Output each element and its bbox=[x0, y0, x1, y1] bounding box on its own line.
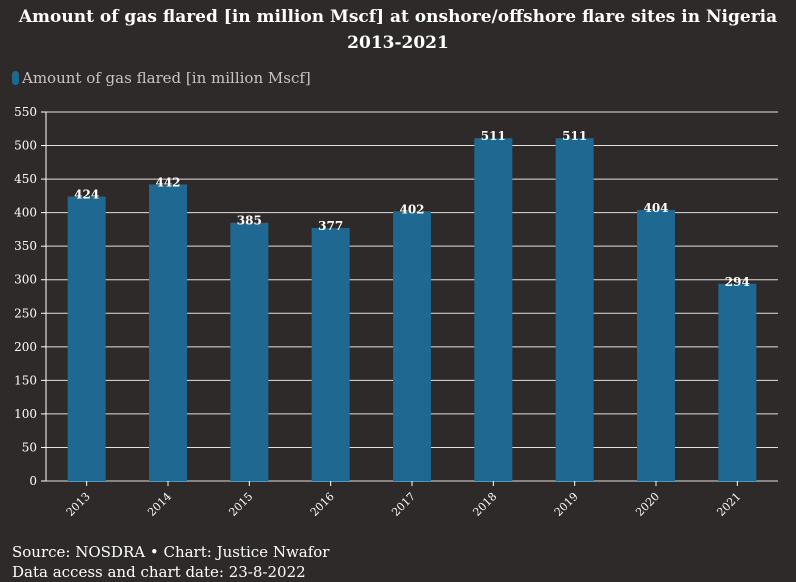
bar bbox=[637, 209, 675, 481]
data-label: 404 bbox=[643, 201, 668, 215]
chart-date: Data access and chart date: 23-8-2022 bbox=[12, 563, 306, 581]
data-label: 424 bbox=[74, 188, 99, 202]
bar bbox=[474, 138, 513, 481]
data-label: 511 bbox=[481, 129, 506, 143]
x-tick-label: 2015 bbox=[226, 490, 255, 519]
x-tick-label: 2017 bbox=[389, 490, 418, 519]
data-label: 402 bbox=[399, 202, 424, 216]
footer: Source: NOSDRA • Chart: Justice Nwafor D… bbox=[12, 542, 329, 582]
x-tick-label: 2021 bbox=[714, 490, 743, 519]
y-tick-label: 100 bbox=[14, 407, 37, 421]
y-tick-label: 350 bbox=[14, 239, 37, 253]
bar bbox=[67, 196, 106, 481]
chart-title-line-1: Amount of gas flared [in million Mscf] a… bbox=[18, 7, 778, 27]
chart-title: Amount of gas flared [in million Mscf] a… bbox=[0, 4, 796, 56]
bar bbox=[718, 283, 757, 481]
y-tick-label: 250 bbox=[14, 306, 37, 320]
data-label: 385 bbox=[237, 214, 262, 228]
y-tick-label: 400 bbox=[14, 206, 37, 220]
y-tick-label: 150 bbox=[14, 373, 37, 387]
y-tick-label: 300 bbox=[14, 273, 37, 287]
x-tick-label: 2013 bbox=[64, 490, 93, 519]
y-tick-label: 50 bbox=[22, 440, 37, 454]
bar bbox=[149, 184, 187, 481]
bar bbox=[393, 211, 431, 481]
bar bbox=[555, 138, 594, 481]
chart-title-line-2: 2013-2021 bbox=[347, 33, 449, 53]
y-tick-label: 500 bbox=[14, 139, 37, 153]
x-tick-label: 2020 bbox=[633, 490, 662, 519]
y-tick-label: 550 bbox=[14, 105, 37, 119]
data-label: 442 bbox=[155, 175, 180, 189]
bar bbox=[230, 222, 269, 481]
x-tick-label: 2018 bbox=[470, 490, 499, 519]
source-credit: Source: NOSDRA • Chart: Justice Nwafor bbox=[12, 543, 330, 561]
x-tick-label: 2014 bbox=[145, 490, 174, 519]
y-tick-label: 450 bbox=[14, 172, 37, 186]
y-tick-label: 200 bbox=[14, 340, 37, 354]
data-label: 377 bbox=[318, 219, 343, 233]
x-tick-label: 2019 bbox=[552, 490, 581, 519]
data-label: 294 bbox=[725, 275, 750, 289]
legend: Amount of gas flared [in million Mscf] bbox=[12, 68, 311, 88]
y-tick-label: 0 bbox=[29, 474, 37, 488]
legend-swatch bbox=[12, 71, 19, 85]
bar bbox=[311, 228, 350, 481]
x-tick-label: 2016 bbox=[308, 490, 337, 519]
data-label: 511 bbox=[562, 129, 587, 143]
legend-label: Amount of gas flared [in million Mscf] bbox=[22, 69, 311, 87]
